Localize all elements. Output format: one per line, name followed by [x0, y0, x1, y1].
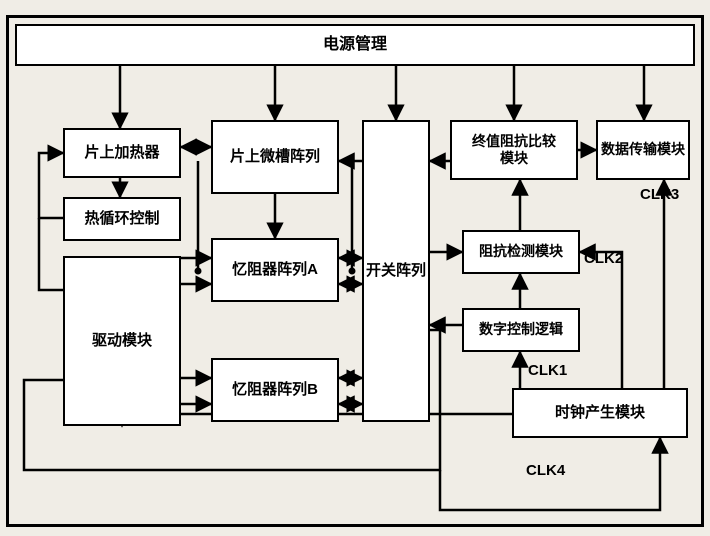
block-logic: 数字控制逻辑	[462, 308, 580, 352]
block-memB: 忆阻器阵列B	[211, 358, 339, 422]
block-switch: 开关阵列	[362, 120, 430, 422]
block-memA: 忆阻器阵列A	[211, 238, 339, 302]
label-clk2: CLK2	[584, 250, 623, 267]
label-clk1: CLK1	[528, 362, 567, 379]
block-thermal: 热循环控制	[63, 197, 181, 241]
block-heater: 片上加热器	[63, 128, 181, 178]
block-datatrans: 数据传输模块	[596, 120, 690, 180]
block-clockgen: 时钟产生模块	[512, 388, 688, 438]
block-drive: 驱动模块	[63, 256, 181, 426]
label-clk3: CLK3	[640, 186, 679, 203]
block-microchan: 片上微槽阵列	[211, 120, 339, 194]
label-clk4: CLK4	[526, 462, 565, 479]
block-imped: 阻抗检测模块	[462, 230, 580, 274]
block-power: 电源管理	[15, 24, 695, 66]
block-compare: 终值阻抗比较 模块	[450, 120, 578, 180]
